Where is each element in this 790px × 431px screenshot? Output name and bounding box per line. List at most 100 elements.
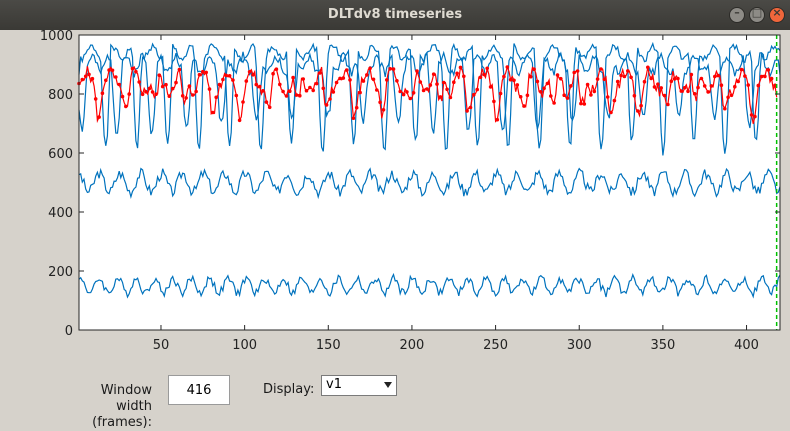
series-point-5	[257, 84, 262, 89]
series-point-5	[605, 95, 610, 99]
x-tick-label: 50	[153, 338, 170, 353]
series-point-5	[83, 74, 88, 79]
series-point-5	[375, 88, 379, 92]
series-point-5	[739, 67, 744, 72]
series-point-5	[358, 90, 362, 95]
series-point-5	[354, 105, 359, 110]
series-point-5	[435, 82, 439, 86]
series-point-5	[656, 82, 660, 86]
window-title: DLTdv8 timeseries	[327, 7, 463, 22]
series-point-5	[549, 94, 553, 98]
series-point-5	[237, 118, 242, 123]
display-label: Display:	[263, 382, 315, 397]
y-tick-label: 400	[48, 206, 73, 221]
series-point-5	[157, 73, 162, 77]
series-point-5	[636, 109, 640, 113]
series-point-5	[478, 75, 483, 80]
series-point-5	[170, 86, 175, 91]
series-point-5	[679, 89, 684, 93]
series-point-5	[525, 93, 530, 98]
timeseries-chart[interactable]: 0 200 400 600 800 1000 50 100 150 200 250 300 350 400	[0, 29, 790, 370]
series-point-5	[505, 65, 510, 69]
window-width-label: Window width (frames):	[64, 383, 152, 431]
series-point-5	[488, 85, 493, 89]
maximize-button[interactable]: □	[749, 6, 765, 23]
series-point-5	[124, 104, 128, 109]
series-point-5	[669, 79, 674, 83]
series-point-5	[769, 76, 774, 81]
series-point-5	[455, 71, 459, 76]
series-point-5	[759, 74, 764, 79]
series-point-5	[311, 88, 316, 93]
x-tick-label: 150	[316, 338, 341, 353]
series-point-5	[719, 83, 724, 87]
series-point-5	[682, 86, 687, 90]
series-point-5	[328, 97, 332, 101]
series-point-5	[211, 110, 215, 115]
series-point-5	[227, 74, 232, 78]
series-point-5	[689, 72, 694, 77]
series-point-5	[291, 75, 295, 80]
close-button[interactable]: ×	[769, 6, 785, 23]
series-point-5	[234, 93, 239, 98]
series-point-5	[662, 93, 667, 98]
x-tick-label: 250	[483, 338, 508, 353]
minimize-button[interactable]: –	[729, 6, 745, 23]
series-point-5	[448, 95, 453, 100]
series-point-5	[267, 105, 272, 110]
series-point-5	[385, 78, 389, 82]
series-point-5	[321, 86, 326, 91]
series-point-5	[415, 69, 419, 73]
series-point-5	[107, 68, 111, 72]
x-tick-label: 200	[400, 338, 425, 353]
series-point-5	[692, 92, 697, 96]
series-point-5	[713, 74, 717, 79]
series-point-5	[194, 89, 198, 94]
series-point-5	[207, 87, 212, 91]
series-point-5	[498, 91, 503, 96]
series-point-5	[585, 82, 590, 87]
series-point-5	[632, 93, 637, 98]
series-point-5	[425, 87, 429, 91]
series-point-5	[334, 80, 339, 85]
series-point-5	[642, 79, 647, 84]
series-point-5	[559, 76, 563, 81]
series-point-5	[164, 82, 168, 87]
series-point-5	[294, 93, 299, 97]
minimize-icon: –	[734, 6, 740, 19]
series-point-5	[743, 74, 747, 78]
plot-axes-box	[78, 34, 781, 331]
series-point-5	[120, 94, 125, 99]
title-bar[interactable]: DLTdv8 timeseries – □ ×	[0, 0, 790, 30]
series-point-5	[134, 69, 138, 74]
series-point-5	[462, 74, 466, 79]
series-point-5	[458, 65, 463, 70]
series-point-5	[686, 89, 690, 94]
series-point-5	[485, 66, 490, 71]
series-point-5	[482, 72, 486, 77]
series-point-5	[756, 83, 761, 88]
series-point-5	[344, 68, 349, 72]
series-point-5	[261, 89, 265, 93]
series-point-5	[528, 74, 533, 79]
series-point-5	[247, 70, 252, 74]
display-select[interactable]: v1	[321, 375, 397, 396]
timeseries-plot[interactable]: 0 200 400 600 800 1000 50 100 150 200 250 300 350 400	[0, 29, 790, 370]
series-point-5	[338, 76, 342, 81]
series-point-5	[508, 77, 513, 82]
display-select-value: v1	[326, 377, 342, 392]
series-point-5	[699, 76, 704, 81]
series-point-5	[438, 95, 443, 99]
series-point-5	[569, 84, 573, 88]
series-point-5	[726, 95, 730, 100]
y-tick-label: 800	[48, 88, 73, 103]
series-point-5	[723, 106, 727, 111]
series-point-5	[749, 113, 754, 117]
y-tick-label: 0	[65, 324, 73, 339]
series-point-5	[167, 94, 172, 98]
series-point-5	[281, 89, 285, 94]
series-point-5	[532, 67, 536, 71]
window-width-input[interactable]	[168, 375, 230, 405]
series-point-5	[93, 97, 98, 101]
series-point-5	[615, 79, 620, 84]
